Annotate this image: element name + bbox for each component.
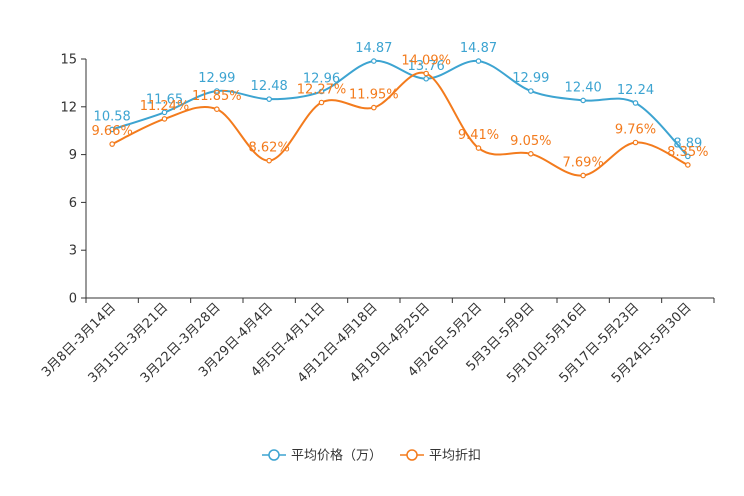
data-label: 14.09% [401, 53, 451, 68]
data-point[interactable] [318, 99, 325, 106]
legend[interactable]: 平均价格（万） 平均折扣 [262, 448, 481, 464]
y-tick-label: 3 [69, 244, 77, 259]
data-label: 11.65 [146, 92, 183, 107]
data-point[interactable] [109, 141, 115, 147]
data-point[interactable] [266, 157, 272, 164]
data-point[interactable] [528, 151, 534, 157]
data-label: 9.76% [615, 122, 656, 137]
data-point[interactable] [632, 139, 639, 146]
data-point[interactable] [475, 58, 482, 64]
data-point[interactable] [214, 88, 220, 94]
data-point[interactable] [371, 58, 377, 64]
data-label: 11.85% [192, 89, 242, 104]
data-label: 14.87 [460, 41, 497, 56]
data-point[interactable] [580, 97, 586, 104]
data-point[interactable] [266, 96, 272, 102]
data-point[interactable] [318, 88, 325, 95]
data-label: 8.89 [673, 136, 702, 151]
data-point[interactable] [371, 104, 377, 111]
y-tick-label: 15 [60, 53, 77, 68]
data-label: 7.69% [563, 155, 604, 170]
data-label: 8.35% [667, 145, 708, 160]
data-label: 13.76 [408, 59, 445, 74]
data-label: 12.96 [303, 72, 340, 87]
data-label: 12.24 [617, 83, 654, 98]
data-point[interactable] [685, 162, 691, 168]
data-label: 9.05% [510, 134, 551, 149]
series-layer [109, 58, 691, 179]
data-label: 10.58 [94, 109, 131, 124]
data-labels-layer: 10.58 11.65 12.99 12.48 12.96 14.87 13.76 14.87… [92, 41, 709, 170]
data-point[interactable] [475, 145, 482, 151]
data-point[interactable] [109, 126, 115, 133]
data-point[interactable] [423, 70, 429, 77]
legend-label[interactable]: 平均价格（万） [291, 448, 382, 464]
data-label: 12.40 [565, 80, 602, 95]
data-label: 12.48 [251, 79, 288, 94]
y-tick-label: 9 [69, 148, 77, 163]
data-label: 8.62% [249, 141, 290, 156]
y-tick-label: 0 [69, 292, 77, 307]
data-label: 11.24% [140, 99, 190, 114]
data-point[interactable] [685, 153, 691, 160]
y-tick-label: 6 [69, 196, 77, 211]
data-label: 12.99 [198, 71, 235, 86]
legend-label[interactable]: 平均折扣 [429, 449, 481, 464]
data-label: 12.99 [512, 71, 549, 86]
data-label: 9.66% [92, 124, 133, 139]
data-label: 9.41% [458, 128, 499, 143]
data-point[interactable] [528, 88, 534, 94]
y-tick-label: 12 [60, 100, 77, 115]
data-label: 14.87 [355, 41, 392, 56]
legend-marker-icon [268, 449, 280, 461]
data-point[interactable] [214, 106, 220, 112]
data-label: 11.95% [349, 88, 399, 103]
data-point[interactable] [161, 109, 168, 116]
data-point[interactable] [423, 75, 429, 82]
legend-marker-icon [406, 449, 418, 461]
data-label: 12.27% [297, 82, 347, 97]
data-point[interactable] [580, 172, 586, 179]
data-point[interactable] [632, 100, 639, 106]
data-point[interactable] [161, 116, 168, 122]
